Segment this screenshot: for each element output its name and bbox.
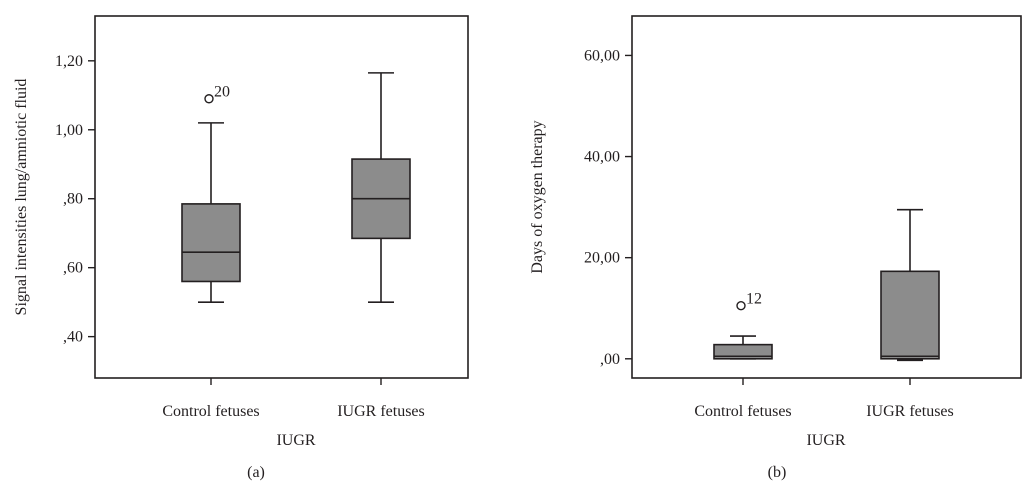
y-tick-label: 60,00 [584, 47, 620, 64]
box-control-fetuses: 12 [713, 291, 773, 360]
plot-frame-a [94, 15, 469, 379]
y-tick-label: 20,00 [584, 250, 620, 267]
x-axis-label-a: IUGR [276, 432, 315, 449]
iqr-box [713, 343, 773, 360]
box-iugr-fetuses [351, 72, 411, 303]
panel-caption-b: (b) [768, 464, 787, 481]
x-axis-label-b: IUGR [806, 432, 845, 449]
outlier-point [204, 94, 214, 104]
outlier-label: 20 [214, 84, 230, 101]
y-axis-label-b: Days of oxygen therapy [529, 120, 546, 273]
y-tick-label: ,40 [63, 329, 83, 346]
plot-frame-b [631, 15, 1022, 379]
outlier-label: 12 [746, 291, 762, 308]
y-tick-label: 40,00 [584, 149, 620, 166]
y-tick-label: ,60 [63, 260, 83, 277]
iqr-box [181, 203, 241, 283]
y-ticks-b: ,00 20,00 40,00 60,00 [584, 47, 632, 368]
box-iugr-fetuses [880, 208, 940, 362]
x-category-label: Control fetuses [694, 403, 791, 420]
y-axis-label-a: Signal intensities lung/amniotic fluid [13, 79, 30, 316]
iqr-box [880, 270, 940, 360]
outlier-point [736, 301, 746, 311]
panel-a: Signal intensities lung/amniotic fluid I… [13, 15, 469, 481]
x-category-label: IUGR fetuses [866, 403, 954, 420]
y-ticks-a: ,40 ,60 ,80 1,00 1,20 [55, 53, 95, 346]
y-tick-label: ,00 [600, 351, 620, 368]
box-control-fetuses: 20 [181, 84, 241, 303]
y-tick-label: 1,00 [55, 122, 83, 139]
y-tick-label: ,80 [63, 191, 83, 208]
panel-b: Days of oxygen therapy IUGR (b) ,00 20,00… [529, 15, 1022, 481]
x-category-label: Control fetuses [162, 403, 259, 420]
x-categories-b: Control fetuses IUGR fetuses [694, 378, 954, 420]
boxes-a: 20 [181, 72, 411, 303]
y-tick-label: 1,20 [55, 53, 83, 70]
panel-caption-a: (a) [247, 464, 265, 481]
x-categories-a: Control fetuses IUGR fetuses [162, 378, 425, 420]
boxes-b: 12 [713, 208, 940, 362]
x-category-label: IUGR fetuses [337, 403, 425, 420]
